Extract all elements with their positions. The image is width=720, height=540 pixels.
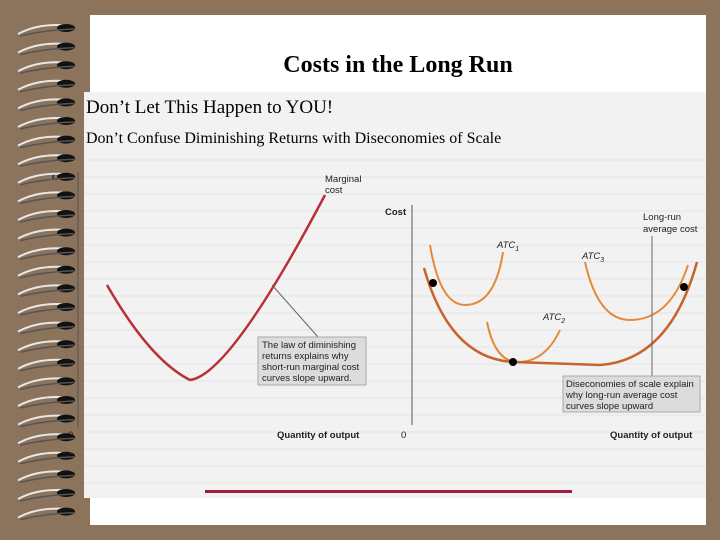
origin-label: 0 (401, 430, 406, 441)
binding-ring (19, 139, 75, 149)
binding-ring (19, 65, 75, 74)
binding-ring (19, 400, 75, 409)
binding-ring (19, 232, 75, 242)
binding-ring (19, 381, 75, 391)
binding-ring (19, 437, 75, 446)
atc-label: ATC1 (496, 240, 519, 253)
binding-hole (57, 265, 75, 274)
binding-hole (57, 340, 75, 349)
note-box (257, 336, 367, 386)
atc-label: ATC3 (581, 251, 604, 264)
binding-hole (57, 451, 75, 460)
underline-bar (205, 490, 572, 493)
tangency-point (680, 283, 688, 291)
binding-hole (57, 24, 75, 32)
tangency-point (429, 279, 437, 287)
binding-hole (57, 117, 75, 125)
binding-hole (57, 489, 75, 497)
x-axis-label: Quantity of output (610, 430, 693, 441)
atc1-curve (429, 244, 504, 307)
note-box (562, 375, 701, 413)
binding-hole (57, 284, 75, 293)
binding-ring (19, 177, 75, 186)
binding-ring (19, 195, 75, 205)
binding-ring (19, 214, 75, 223)
subheading: Don’t Confuse Diminishing Returns with D… (86, 130, 501, 147)
x-axis-label: Quantity of output (277, 430, 360, 441)
note-line: The law of diminishing (262, 340, 356, 351)
binding-hole (57, 303, 75, 311)
ruled-lines (84, 159, 706, 484)
binding-hole (57, 358, 75, 367)
binding-hole (57, 42, 75, 51)
note-line: curves slope upward. (262, 373, 352, 384)
note-line: why long-run average cost (565, 390, 678, 401)
note-line: Diseconomies of scale explain (566, 379, 694, 390)
binding-hole (57, 414, 75, 423)
heading: Don’t Let This Happen to YOU! (86, 97, 333, 118)
note-line: curves slope upward (566, 401, 653, 412)
binding-ring (19, 270, 75, 279)
binding-ring (19, 251, 75, 260)
binding-ring (19, 46, 75, 56)
leader-line (271, 284, 319, 338)
binding-ring (19, 307, 75, 316)
binding-ring (19, 325, 75, 335)
binding (17, 24, 75, 521)
binding-ring (19, 344, 75, 353)
binding-hole (57, 507, 75, 516)
binding-ring (19, 456, 75, 465)
binding-hole (57, 191, 75, 200)
marginal-cost-curve (105, 194, 327, 382)
binding-hole (57, 98, 75, 107)
binding-hole (57, 210, 75, 218)
binding-hole (57, 396, 75, 404)
binding-hole (57, 135, 75, 144)
binding-hole (57, 154, 75, 163)
binding-hole (57, 79, 75, 88)
note-line: returns explains why (262, 351, 349, 362)
binding-hole (57, 321, 75, 330)
slide-title: Costs in the Long Run (283, 52, 512, 78)
y-axis-label: Cost (385, 207, 407, 218)
binding-ring (19, 363, 75, 372)
binding-ring (19, 84, 75, 93)
binding-hole (57, 377, 75, 386)
lrac-label: average cost (643, 224, 698, 235)
lrac-label: Long-run (643, 212, 681, 223)
lrac-curve (422, 261, 699, 367)
binding-ring (19, 28, 75, 37)
binding-hole (57, 61, 75, 70)
binding-ring (19, 493, 75, 502)
binding-ring (19, 511, 75, 521)
atc3-curve (584, 261, 689, 322)
tangency-point (509, 358, 517, 366)
binding-hole (57, 470, 75, 479)
note-line: short-run marginal cost (262, 362, 360, 373)
binding-ring (19, 102, 75, 112)
curve-label: Marginal (325, 174, 361, 185)
binding-hole (57, 172, 75, 181)
binding-ring (19, 158, 75, 167)
curve-label: cost (325, 185, 343, 196)
atc-label: ATC2 (542, 312, 565, 325)
binding-hole (57, 433, 75, 442)
binding-hole (57, 228, 75, 237)
binding-ring (19, 121, 75, 130)
binding-ring (19, 288, 75, 298)
binding-ring (19, 418, 75, 428)
binding-hole (57, 247, 75, 256)
binding-ring (19, 474, 75, 484)
